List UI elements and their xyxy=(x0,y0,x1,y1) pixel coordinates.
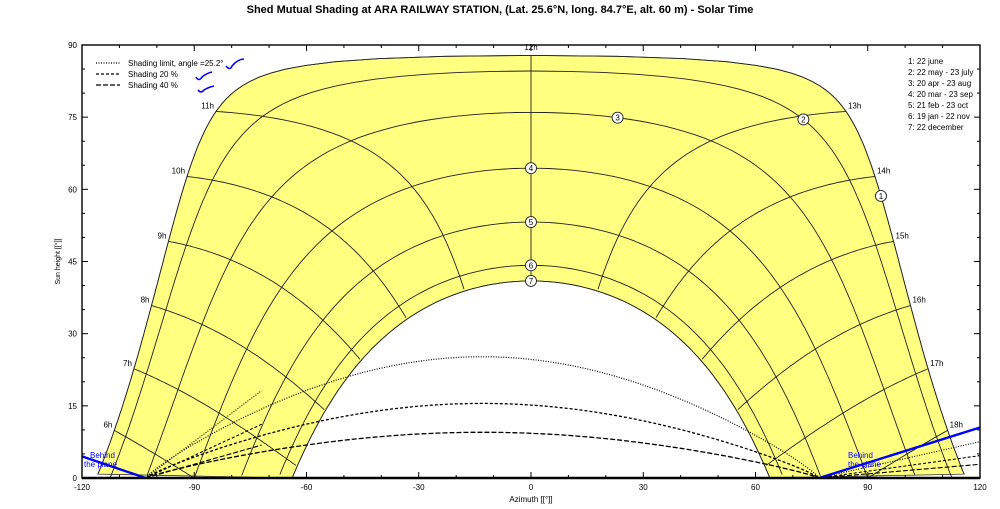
hour-line-11 xyxy=(215,110,465,290)
shading-fan-1-2 xyxy=(819,463,981,479)
hour-label-17: 17h xyxy=(930,359,943,368)
date-marker-circle xyxy=(874,190,887,202)
date-marker-circle xyxy=(525,259,537,272)
date-marker-1: 1 xyxy=(874,190,887,202)
y-tick-label: 0 xyxy=(73,474,78,483)
date-marker-circle xyxy=(797,113,810,126)
axes: -120 -90 -60 -30 0 30 60 90 1200153045607590Azim… xyxy=(54,41,987,504)
date-legend-item-1: 1: 22 june xyxy=(908,57,944,66)
date-legend-item-7: 7: 22 december xyxy=(908,123,964,132)
hour-line-8 xyxy=(151,305,325,410)
date-legend-item-5: 5: 21 feb - 23 oct xyxy=(908,101,969,110)
x-tick-label: -30 xyxy=(413,483,425,492)
date-marker-label: 6 xyxy=(529,261,534,270)
hour-label-9: 9h xyxy=(158,231,167,240)
y-tick-label: 15 xyxy=(68,402,77,411)
hour-label-12: 12h xyxy=(524,43,537,52)
shading-fan-0-1 xyxy=(145,423,262,479)
x-tick-label: 30 xyxy=(639,483,648,492)
hour-line-10 xyxy=(186,176,407,318)
date-marker-4: 4 xyxy=(525,162,537,175)
hour-label-15: 15h xyxy=(896,231,909,240)
shading-legend: Shading limit, angle =25.2° Shading 20 % S… xyxy=(96,58,245,93)
date-marker-circle xyxy=(611,111,624,124)
x-tick-label: -90 xyxy=(188,483,200,492)
date-marker-6: 6 xyxy=(525,259,537,272)
shading-fan-0-2 xyxy=(145,444,262,479)
hour-line-17 xyxy=(765,368,929,466)
handwritten-check-icon xyxy=(197,85,215,93)
date-legend: 1: 22 june 2: 22 may - 23 july 3: 20 apr -… xyxy=(908,57,973,132)
date-legend-item-6: 6: 19 jan - 22 nov xyxy=(908,112,970,121)
date-marker-label: 1 xyxy=(879,192,884,201)
shading-curves xyxy=(145,356,981,479)
shading-fan-0-0 xyxy=(145,390,262,479)
hour-label-14: 14h xyxy=(877,166,890,175)
x-axis-label: Azimuth [[°]] xyxy=(509,495,552,504)
hour-label-6: 6h xyxy=(103,420,112,429)
date-marker-circle xyxy=(525,274,537,287)
y-tick-label: 75 xyxy=(68,113,77,122)
date-marker-5: 5 xyxy=(525,216,537,228)
date-marker-7: 7 xyxy=(525,274,537,287)
y-tick-label: 30 xyxy=(68,330,77,339)
x-tick-label: -60 xyxy=(301,483,313,492)
behind-plane-label: the plane xyxy=(84,460,117,469)
date-legend-item-4: 4: 20 mar - 23 sep xyxy=(908,90,973,99)
hour-line-13 xyxy=(597,110,847,290)
behind-plane-label: Behind xyxy=(848,451,873,460)
hour-labels: 6h 7h 8h 9h 10h 11h 12h 13h 14h 15h 16h 17h 18h xyxy=(103,43,963,429)
hour-label-11: 11h xyxy=(201,101,214,110)
date-marker-circle xyxy=(525,162,537,175)
y-tick-label: 45 xyxy=(68,258,77,267)
y-tick-label: 90 xyxy=(68,41,77,50)
plane-line-0 xyxy=(81,455,146,480)
x-tick-label: 90 xyxy=(863,483,872,492)
y-axis-label: Sun height [[°]] xyxy=(54,238,62,284)
handwritten-check-icon xyxy=(225,58,245,70)
shading-curve-2 xyxy=(145,431,820,479)
date-legend-item-2: 2: 22 may - 23 july xyxy=(908,68,973,77)
hour-label-16: 16h xyxy=(912,296,925,305)
hour-line-9 xyxy=(168,240,361,360)
hour-line-14 xyxy=(655,176,876,318)
date-marker-label: 2 xyxy=(801,115,806,124)
shading-curve-1 xyxy=(145,402,820,479)
date-marker-label: 7 xyxy=(529,277,534,286)
sun-path-lines: 1 2 3 4 5 6 7 xyxy=(97,54,965,479)
hour-label-7: 7h xyxy=(123,359,132,368)
x-tick-label: 60 xyxy=(751,483,760,492)
hour-line-6 xyxy=(114,430,194,478)
behind-plane-label: the plane xyxy=(848,460,881,469)
handwritten-check-icon xyxy=(195,71,213,81)
hour-line-15 xyxy=(701,240,894,360)
hour-label-13: 13h xyxy=(848,101,861,110)
date-marker-2: 2 xyxy=(797,113,810,126)
date-marker-label: 4 xyxy=(529,164,534,173)
x-tick-label: 0 xyxy=(529,483,534,492)
shading-fan-1-1 xyxy=(819,455,981,479)
plane-line-1 xyxy=(818,426,981,480)
date-legend-item-3: 3: 20 apr - 23 aug xyxy=(908,79,971,88)
behind-plane-label: Behind xyxy=(90,451,115,460)
x-tick-label: -120 xyxy=(74,483,91,492)
hour-label-8: 8h xyxy=(141,296,150,305)
date-marker-3: 3 xyxy=(611,111,624,124)
date-marker-label: 5 xyxy=(529,218,534,227)
hour-line-7 xyxy=(133,368,297,466)
y-tick-label: 60 xyxy=(68,185,77,194)
hour-line-18 xyxy=(868,430,948,478)
hour-line-16 xyxy=(737,305,911,410)
legend-label-0: Shading limit, angle =25.2° xyxy=(128,59,223,68)
chart-title: Shed Mutual Shading at ARA RAILWAY STATI… xyxy=(246,4,754,16)
date-marker-circle xyxy=(525,216,537,228)
legend-label-2: Shading 40 % xyxy=(128,81,178,90)
x-tick-label: 120 xyxy=(973,483,987,492)
legend-label-1: Shading 20 % xyxy=(128,70,178,79)
date-marker-label: 3 xyxy=(615,114,620,123)
hour-label-18: 18h xyxy=(950,420,963,429)
hour-label-10: 10h xyxy=(172,166,185,175)
